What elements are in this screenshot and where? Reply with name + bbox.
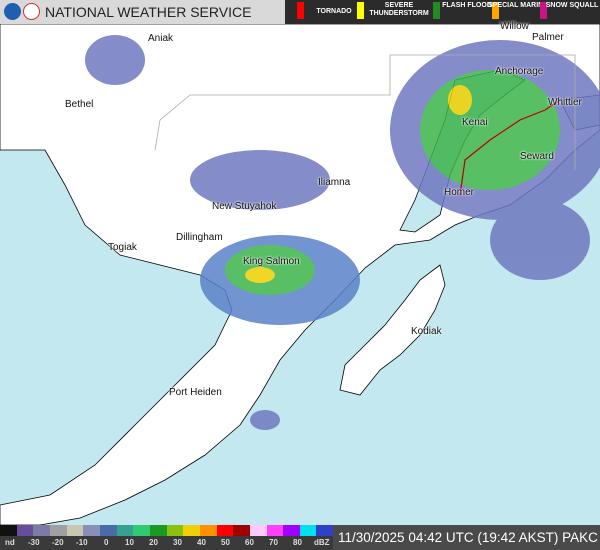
legend-tick: nd (5, 538, 15, 547)
echo (448, 85, 472, 115)
place-willow: Willow (500, 21, 529, 32)
place-iliamna: Iliamna (318, 177, 351, 188)
place-palmer: Palmer (532, 32, 564, 43)
legend-tick: 10 (125, 538, 134, 547)
legend-tick: dBZ (314, 538, 330, 547)
warning-label-flash-flood: FLASH FLOOD (442, 2, 492, 9)
place-kenai: Kenai (462, 117, 488, 128)
place-aniak: Aniak (148, 33, 174, 44)
nws-logo (23, 3, 40, 20)
special-marine-swatch (492, 2, 499, 19)
legend-tick: 50 (221, 538, 230, 547)
echo (85, 35, 145, 85)
timestamp-text: 11/30/2025 04:42 UTC (19:42 AKST) (338, 530, 559, 545)
dbz-color-scale (0, 525, 334, 536)
radar-echoes (85, 35, 600, 430)
place-king-salmon: King Salmon (243, 256, 300, 267)
echo (420, 70, 560, 190)
warning-label-special-marine: SPECIAL MARINE (488, 2, 548, 9)
warning-label-snow-squall: SNOW SQUALL (545, 2, 599, 9)
road (459, 99, 561, 196)
place-port-heiden: Port Heiden (169, 387, 222, 398)
legend-tick: -30 (28, 538, 40, 547)
place-kodiak: Kodiak (411, 326, 442, 337)
station-id: PAKC (562, 530, 598, 545)
echo (245, 267, 275, 283)
noaa-logo (4, 3, 21, 20)
legend-tick: -20 (52, 538, 64, 547)
legend-tick: -10 (76, 538, 88, 547)
legend-tick: 30 (173, 538, 182, 547)
legend-tick: 60 (245, 538, 254, 547)
echo (490, 200, 590, 280)
place-new-stuyahok: New Stuyahok (212, 201, 277, 212)
place-anchorage: Anchorage (495, 66, 544, 77)
timestamp: 11/30/2025 04:42 UTC (19:42 AKST) PAKC (333, 525, 600, 550)
boundary-line (154, 54, 576, 170)
flash-flood-swatch (433, 2, 440, 19)
place-homer: Homer (444, 187, 475, 198)
echo (190, 150, 330, 210)
warning-legend: TORNADO SEVERE THUNDERSTORM FLASH FLOOD … (285, 0, 600, 24)
legend-tick: 80 (293, 538, 302, 547)
footer-bar: nd -30 -20 -10 0 10 20 30 40 50 60 70 80… (0, 525, 600, 550)
legend-tick: 20 (149, 538, 158, 547)
kodiak-island (339, 264, 446, 396)
place-dillingham: Dillingham (176, 232, 223, 243)
echo (250, 410, 280, 430)
page-title: NATIONAL WEATHER SERVICE (45, 4, 252, 20)
place-whittier: Whittier (548, 97, 582, 108)
place-seward: Seward (520, 151, 554, 162)
legend-tick: 70 (269, 538, 278, 547)
place-bethel: Bethel (65, 99, 94, 110)
header-bar: NATIONAL WEATHER SERVICE TORNADO SEVERE … (0, 0, 600, 24)
snow-squall-swatch (540, 2, 547, 19)
legend-tick: 40 (197, 538, 206, 547)
legend-tick: 0 (104, 538, 109, 547)
radar-map[interactable] (0, 24, 600, 525)
severe-thunderstorm-swatch (357, 2, 364, 19)
tornado-swatch (297, 2, 304, 19)
warning-label-tornado: TORNADO (316, 8, 352, 15)
warning-label-severe-thunderstorm: SEVERE THUNDERSTORM (369, 2, 429, 17)
place-togiak: Togiak (108, 242, 137, 253)
